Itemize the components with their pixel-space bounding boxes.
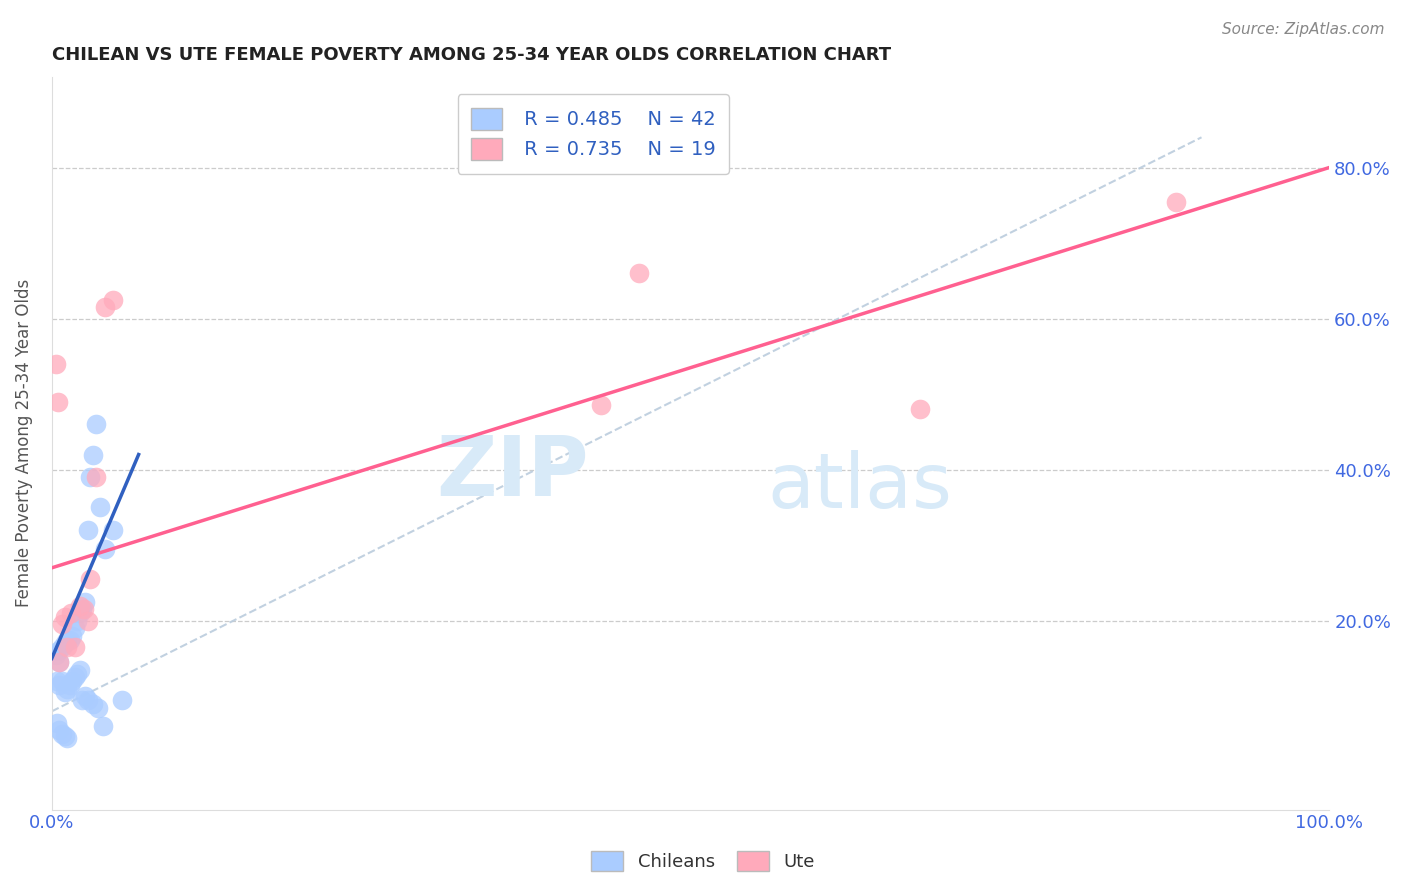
Point xyxy=(91,719,114,733)
Point xyxy=(73,690,96,704)
Point xyxy=(94,300,117,314)
Point xyxy=(45,674,67,689)
Point xyxy=(86,470,108,484)
Point xyxy=(69,606,91,620)
Point xyxy=(56,632,79,647)
Point xyxy=(45,357,67,371)
Point xyxy=(79,572,101,586)
Point xyxy=(48,723,70,738)
Point xyxy=(76,523,98,537)
Point xyxy=(51,727,73,741)
Point xyxy=(48,655,70,669)
Point xyxy=(591,399,613,413)
Point xyxy=(73,595,96,609)
Point xyxy=(63,621,86,635)
Text: ZIP: ZIP xyxy=(436,432,588,513)
Point xyxy=(56,681,79,696)
Point xyxy=(82,697,104,711)
Point xyxy=(87,700,110,714)
Point xyxy=(89,500,111,515)
Point xyxy=(53,610,76,624)
Text: CHILEAN VS UTE FEMALE POVERTY AMONG 25-34 YEAR OLDS CORRELATION CHART: CHILEAN VS UTE FEMALE POVERTY AMONG 25-3… xyxy=(52,46,891,64)
Legend:  R = 0.485    N = 42,  R = 0.735    N = 19: R = 0.485 N = 42, R = 0.735 N = 19 xyxy=(457,94,730,174)
Point xyxy=(53,729,76,743)
Point xyxy=(910,402,932,417)
Point xyxy=(86,417,108,432)
Point xyxy=(46,394,69,409)
Point xyxy=(59,606,82,620)
Point xyxy=(79,470,101,484)
Point xyxy=(63,670,86,684)
Point xyxy=(51,674,73,689)
Point xyxy=(51,617,73,632)
Point xyxy=(66,666,89,681)
Point xyxy=(66,614,89,628)
Point xyxy=(73,602,96,616)
Point xyxy=(48,655,70,669)
Point xyxy=(101,293,124,307)
Point xyxy=(45,715,67,730)
Point xyxy=(76,693,98,707)
Point xyxy=(69,599,91,613)
Point xyxy=(1164,194,1187,209)
Point xyxy=(72,693,94,707)
Point xyxy=(45,648,67,662)
Point xyxy=(82,448,104,462)
Point xyxy=(53,636,76,650)
Point xyxy=(101,523,124,537)
Point xyxy=(60,629,83,643)
Text: atlas: atlas xyxy=(768,450,952,524)
Point xyxy=(56,640,79,655)
Point xyxy=(56,731,79,745)
Point xyxy=(59,632,82,647)
Point xyxy=(94,541,117,556)
Point xyxy=(111,693,134,707)
Point xyxy=(59,678,82,692)
Point xyxy=(48,678,70,692)
Legend: Chileans, Ute: Chileans, Ute xyxy=(583,844,823,879)
Y-axis label: Female Poverty Among 25-34 Year Olds: Female Poverty Among 25-34 Year Olds xyxy=(15,279,32,607)
Point xyxy=(63,640,86,655)
Point xyxy=(60,674,83,689)
Point xyxy=(72,602,94,616)
Point xyxy=(53,685,76,699)
Text: Source: ZipAtlas.com: Source: ZipAtlas.com xyxy=(1222,22,1385,37)
Point xyxy=(46,644,69,658)
Point xyxy=(51,640,73,655)
Point xyxy=(76,614,98,628)
Point xyxy=(69,663,91,677)
Point xyxy=(628,266,651,280)
